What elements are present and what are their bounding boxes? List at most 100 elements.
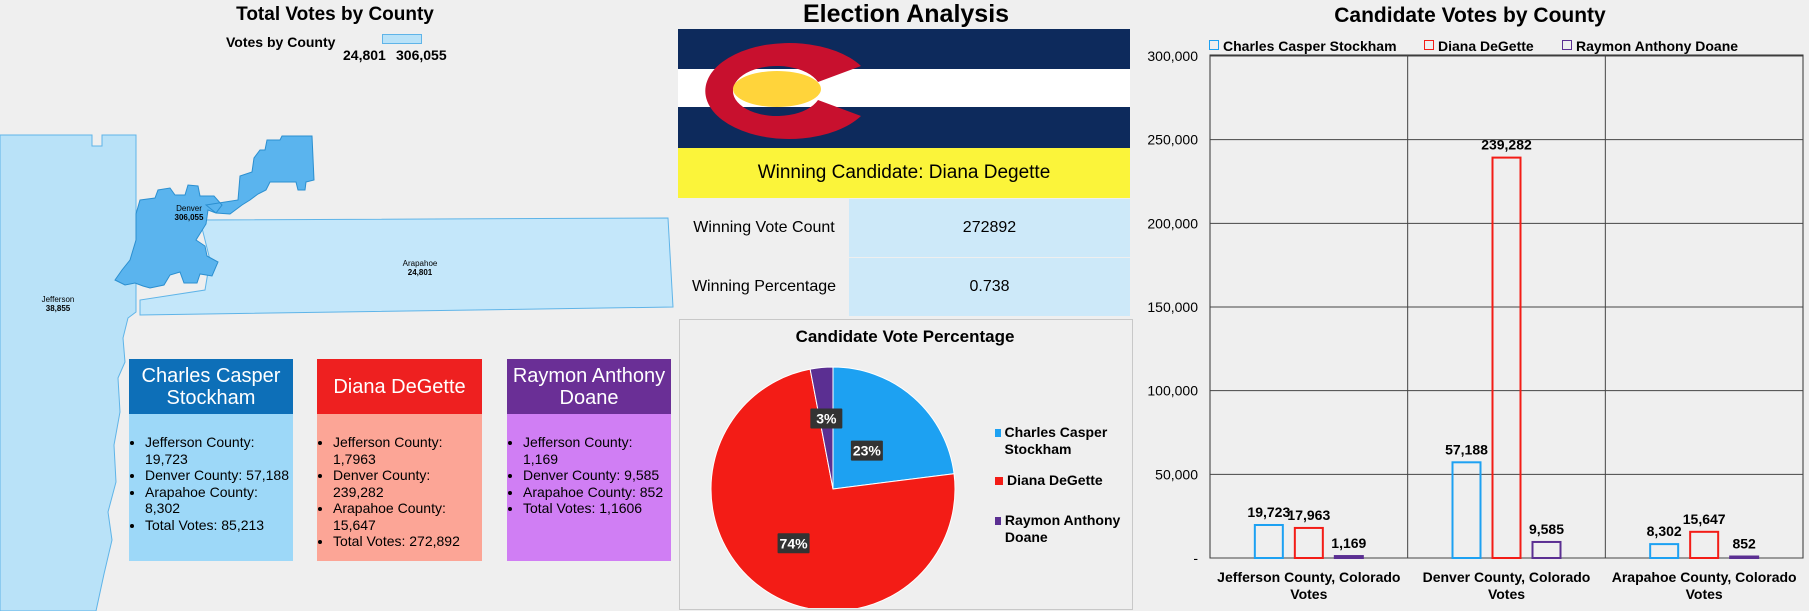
bar-stockham[interactable] (1649, 543, 1680, 559)
bar-doane[interactable] (1729, 555, 1760, 559)
card-list: Jefferson County: 1,7963 Denver County: … (317, 414, 482, 550)
bar-data-label: 852 (1732, 536, 1756, 552)
pie-data-label: 3% (816, 411, 837, 427)
candidate-card-degette: Diana DeGette Jefferson County: 1,7963 D… (317, 359, 482, 561)
bar-stockham[interactable] (1253, 523, 1284, 559)
winning-percentage-value: 0.738 (849, 258, 1130, 316)
card-line-jefferson: Jefferson County: 1,169 (523, 434, 667, 467)
candidate-card-doane: Raymon Anthony Doane Jefferson County: 1… (507, 359, 671, 561)
bar-data-label: 19,723 (1247, 504, 1290, 520)
arapahoe-label: Arapahoe (403, 259, 438, 268)
card-header: Charles Casper Stockham (129, 359, 293, 414)
y-tick-label: 300,000 (1147, 48, 1198, 64)
card-line-arapahoe: Arapahoe County: 8,302 (145, 484, 289, 517)
bar-doane[interactable] (1333, 555, 1364, 560)
bar-degette[interactable] (1491, 156, 1522, 560)
legend-swatch (995, 517, 1001, 525)
x-tick-label-suffix: Votes (1290, 586, 1327, 602)
pie-data-label: 23% (853, 443, 882, 459)
pie-legend-item-degette[interactable]: Diana DeGette (995, 472, 1125, 489)
candidate-card-stockham: Charles Casper Stockham Jefferson County… (129, 359, 293, 561)
legend-label: Charles Casper Stockham (1223, 38, 1397, 54)
card-body: Jefferson County: 19,723 Denver County: … (129, 414, 293, 561)
card-line-total: Total Votes: 85,213 (145, 517, 289, 534)
x-tick-label: Jefferson County, Colorado (1217, 569, 1400, 585)
x-tick-label-suffix: Votes (1686, 586, 1723, 602)
card-list: Jefferson County: 19,723 Denver County: … (129, 414, 293, 533)
pie-slice-stockham[interactable] (832, 366, 955, 490)
bar-data-label: 9,585 (1529, 521, 1564, 537)
winner-banner: Winning Candidate: Diana Degette (678, 148, 1130, 198)
county-jefferson[interactable] (0, 134, 137, 611)
card-line-total: Total Votes: 1,1606 (523, 500, 667, 517)
y-tick-label: 50,000 (1155, 466, 1198, 482)
denver-label: Denver (176, 204, 202, 213)
jefferson-value: 38,855 (46, 304, 71, 313)
card-line-arapahoe: Arapahoe County: 15,647 (333, 500, 478, 533)
bar-data-label: 8,302 (1647, 523, 1682, 539)
pie-chart-title: Candidate Vote Percentage (795, 327, 1015, 346)
x-tick-label-suffix: Votes (1488, 586, 1525, 602)
pie-slice-degette[interactable] (710, 368, 956, 608)
bar-data-label: 17,963 (1287, 507, 1330, 523)
map-legend-max: 306,055 (396, 47, 447, 63)
bar-chart[interactable]: - 50,000 100,000 150,000 200,000 250,000 300,0… (1131, 0, 1809, 611)
bar-legend-item-stockham[interactable]: Charles Casper Stockham (1209, 38, 1397, 54)
card-line-jefferson: Jefferson County: 1,7963 (333, 434, 478, 467)
card-body: Jefferson County: 1,169 Denver County: 9… (507, 414, 671, 561)
county-denver[interactable] (114, 135, 315, 289)
card-line-denver: Denver County: 9,585 (523, 467, 667, 484)
card-line-denver: Denver County: 239,282 (333, 467, 478, 500)
card-line-total: Total Votes: 272,892 (333, 533, 478, 550)
card-line-jefferson: Jefferson County: 19,723 (145, 434, 289, 467)
arapahoe-value: 24,801 (408, 268, 433, 277)
bar-stockham[interactable] (1451, 461, 1482, 560)
legend-swatch (1562, 40, 1572, 50)
colorado-flag-image (678, 29, 1130, 148)
x-tick-label: Denver County, Colorado (1423, 569, 1591, 585)
bar-doane[interactable] (1531, 540, 1562, 560)
legend-swatch (1209, 40, 1219, 50)
pie-legend-item-stockham[interactable]: Charles Casper Stockham (995, 424, 1125, 458)
pie-label-background (810, 408, 843, 429)
map-legend-gradient (382, 34, 422, 44)
winning-percentage-label: Winning Percentage (691, 278, 837, 295)
bar-legend-item-doane[interactable]: Raymon Anthony Doane (1562, 38, 1738, 54)
y-tick-label: 200,000 (1147, 215, 1198, 231)
pie-label-background (777, 533, 810, 554)
bar-chart-title: Candidate Votes by County (1334, 4, 1606, 27)
y-tick-label: 150,000 (1147, 299, 1198, 315)
legend-label: Diana DeGette (1438, 38, 1534, 54)
bar-degette[interactable] (1293, 526, 1324, 559)
winning-vote-count-value: 272892 (849, 199, 1130, 257)
legend-swatch (995, 429, 1001, 437)
bar-data-label: 1,169 (1331, 535, 1366, 551)
winning-vote-count-label: Winning Vote Count (693, 219, 835, 236)
bar-data-label: 15,647 (1683, 511, 1726, 527)
denver-value: 306,055 (175, 213, 204, 222)
flag-c-shape (705, 43, 861, 139)
page-title: Election Analysis (802, 0, 1010, 28)
pie-data-label: 74% (780, 535, 809, 551)
map-legend-label: Votes by County (226, 34, 336, 50)
card-list: Jefferson County: 1,169 Denver County: 9… (507, 414, 671, 517)
x-tick-label: Arapahoe County, Colorado (1612, 569, 1797, 585)
legend-label: Charles Casper Stockham (1004, 424, 1108, 457)
card-header: Diana DeGette (317, 359, 482, 414)
bar-degette[interactable] (1689, 530, 1720, 560)
pie-legend: Charles Casper Stockham Diana DeGette Ra… (995, 424, 1125, 546)
y-tick-label: 100,000 (1147, 383, 1198, 399)
pie-legend-item-doane[interactable]: Raymon Anthony Doane (995, 512, 1125, 546)
map-legend-min: 24,801 (343, 47, 386, 63)
legend-label: Raymon Anthony Doane (1004, 512, 1121, 545)
bar-data-label: 239,282 (1481, 137, 1532, 153)
jefferson-label: Jefferson (42, 295, 75, 304)
card-line-denver: Denver County: 57,188 (145, 467, 289, 484)
county-map[interactable]: Denver 306,055 Arapahoe 24,801 Jefferson… (0, 0, 680, 611)
pie-label-background (850, 440, 883, 461)
card-line-arapahoe: Arapahoe County: 852 (523, 484, 667, 501)
card-body: Jefferson County: 1,7963 Denver County: … (317, 414, 482, 561)
bar-legend-item-degette[interactable]: Diana DeGette (1424, 38, 1534, 54)
pie-chart[interactable]: 23% 74% 3% (700, 350, 970, 608)
legend-swatch (1424, 40, 1434, 50)
